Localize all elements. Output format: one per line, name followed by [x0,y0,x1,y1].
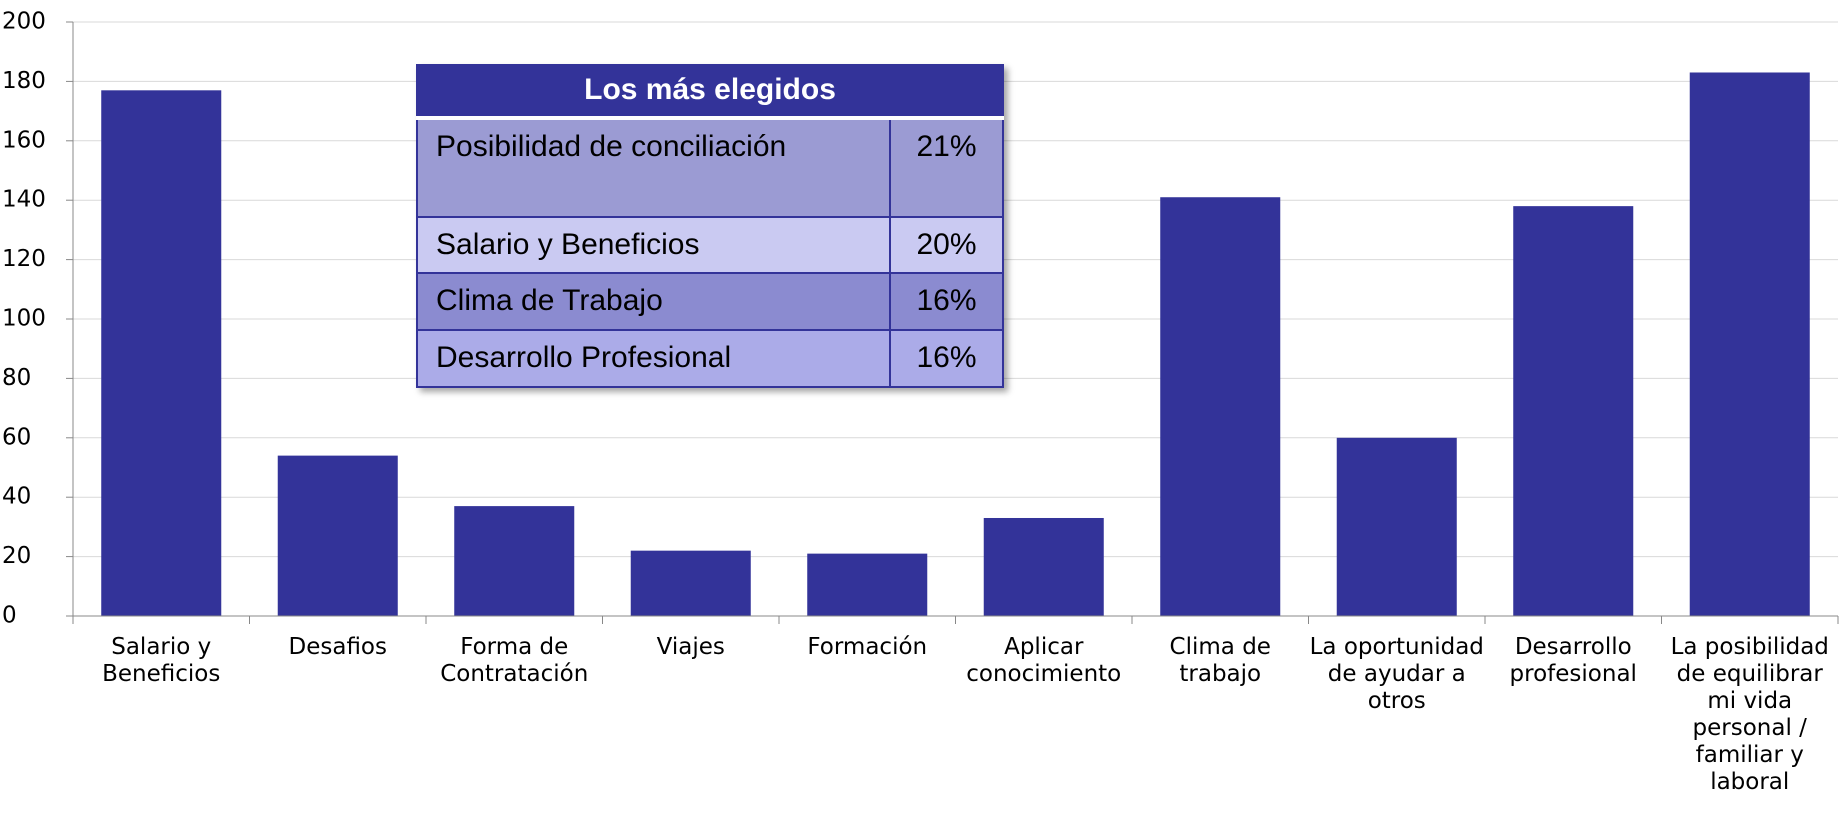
table-label: Salario y Beneficios [418,218,891,272]
bar [1513,206,1634,616]
bar [1689,72,1810,617]
bar [1336,437,1457,616]
x-tick-label-box: Desarrollo profesional [1509,634,1637,687]
table-value: 20% [916,228,977,261]
table-title: Los más elegidos [416,64,1004,120]
x-tick-label-box: Viajes [656,634,725,660]
summary-table: Los más elegidos Posibilidad de concilia… [416,64,1004,388]
bar [1160,197,1281,617]
x-tick-label-box: Formación [807,634,928,660]
table-value: 16% [916,341,977,374]
table-label: Desarrollo Profesional [418,331,891,386]
table-row: Desarrollo Profesional 16% [416,331,1004,388]
y-tick-label: 80 [2,365,31,391]
bar [277,455,398,616]
x-tick-label: Desafios [288,634,387,660]
x-tick-label-box: Desafios [288,634,387,660]
y-tick-label: 180 [2,68,46,94]
bar [807,553,928,616]
x-tick-label: Clima de trabajo [1169,634,1271,687]
y-tick-label: 140 [2,187,46,213]
y-tick-label: 160 [2,127,46,153]
x-tick-label: Viajes [656,634,725,660]
x-tick-label: Salario y Beneficios [102,634,221,687]
y-tick-label: 40 [2,484,31,510]
bar [983,517,1104,616]
table-row: Posibilidad de conciliación 21% [416,120,1004,218]
x-tick-label-box: Forma de Contratación [440,634,589,687]
table-value: 16% [916,284,977,317]
table-label: Clima de Trabajo [418,274,891,329]
x-tick-label: Formación [807,634,928,660]
y-tick-label: 200 [2,9,46,35]
x-tick-label-box: La oportunidad de ayudar a otros [1309,634,1484,714]
bar [630,550,751,616]
x-tick-label: La oportunidad de ayudar a otros [1309,634,1484,714]
x-tick-label: La posibilidad de equilibrar mi vida per… [1670,634,1829,795]
table-label: Posibilidad de conciliación [418,120,891,216]
x-tick-label: Desarrollo profesional [1509,634,1637,687]
x-tick-label-box: Aplicar conocimiento [966,634,1122,687]
bar [101,90,222,616]
y-tick-label: 100 [2,306,46,332]
y-tick-label: 60 [2,424,31,450]
table-row: Clima de Trabajo 16% [416,274,1004,331]
x-tick-label: Forma de Contratación [440,634,589,687]
x-tick-label-box: La posibilidad de equilibrar mi vida per… [1670,634,1829,795]
x-tick-label-box: Salario y Beneficios [102,634,221,687]
y-tick-label: 0 [2,603,17,629]
table-value: 21% [916,130,977,163]
y-tick-label: 20 [2,543,31,569]
bar [454,506,575,616]
x-tick-label-box: Clima de trabajo [1169,634,1271,687]
y-tick-label: 120 [2,246,46,272]
table-row: Salario y Beneficios 20% [416,218,1004,274]
x-tick-label: Aplicar conocimiento [966,634,1122,687]
